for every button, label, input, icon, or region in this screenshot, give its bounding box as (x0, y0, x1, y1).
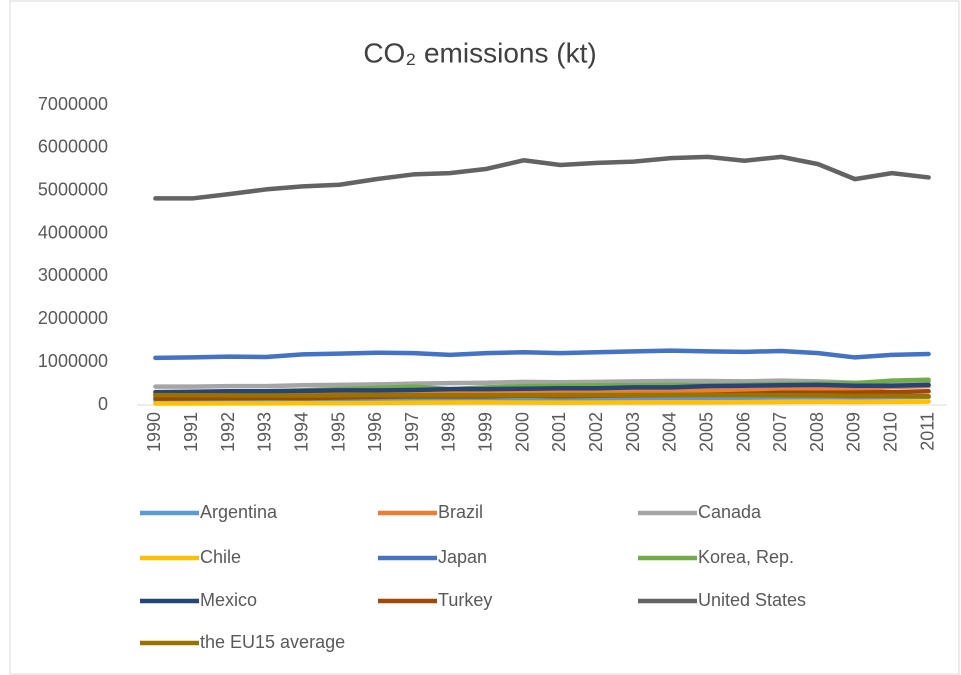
y-tick-label: 4000000 (38, 222, 108, 242)
x-tick-label: 2005 (696, 412, 716, 452)
x-tick-label: 1995 (328, 412, 348, 452)
x-tick-label: 1996 (365, 412, 385, 452)
legend-label: United States (698, 590, 806, 610)
chart-border (9, 0, 960, 675)
y-tick-label: 5000000 (38, 179, 108, 199)
series-line (153, 154, 931, 201)
x-tick-label: 2003 (623, 412, 643, 452)
legend-label: Korea, Rep. (698, 547, 794, 567)
y-tick-label: 0 (98, 394, 108, 414)
y-tick-label: 6000000 (38, 137, 108, 157)
legend-label: Brazil (438, 502, 483, 522)
x-tick-label: 2010 (881, 412, 901, 452)
x-tick-label: 2004 (660, 412, 680, 452)
x-tick-label: 2001 (549, 412, 569, 452)
y-tick-label: 2000000 (38, 308, 108, 328)
x-tick-label: 1994 (291, 412, 311, 452)
y-tick-label: 1000000 (38, 351, 108, 371)
series-line (153, 392, 931, 399)
x-tick-label: 2008 (807, 412, 827, 452)
series-line (153, 382, 931, 395)
legend-label: Turkey (438, 590, 492, 610)
series-line (153, 399, 931, 406)
x-tick-label: 2009 (844, 412, 864, 452)
x-tick-label: 2002 (586, 412, 606, 452)
x-tick-label: 1990 (144, 412, 164, 452)
x-tick-label: 2011 (917, 412, 937, 451)
y-tick-label: 3000000 (38, 265, 108, 285)
x-tick-label: 2000 (512, 412, 532, 452)
x-tick-label: 1998 (439, 412, 459, 452)
legend-label: Canada (698, 502, 762, 522)
x-tick-label: 2007 (770, 412, 790, 452)
y-tick-label: 7000000 (38, 94, 108, 114)
legend-label: the EU15 average (200, 632, 345, 652)
chart-title: CO₂ emissions (kt) (363, 37, 596, 68)
series-line (153, 348, 931, 361)
series-line (153, 378, 931, 389)
x-tick-label: 1999 (476, 412, 496, 452)
legend-label: Argentina (200, 502, 278, 522)
x-tick-label: 1992 (218, 412, 238, 452)
x-tick-label: 1991 (181, 412, 201, 452)
x-tick-label: 1993 (255, 412, 275, 452)
legend-label: Chile (200, 547, 241, 567)
legend-label: Mexico (200, 590, 257, 610)
x-tick-label: 1997 (402, 412, 422, 452)
legend-label: Japan (438, 547, 487, 567)
x-tick-label: 2006 (733, 412, 753, 452)
